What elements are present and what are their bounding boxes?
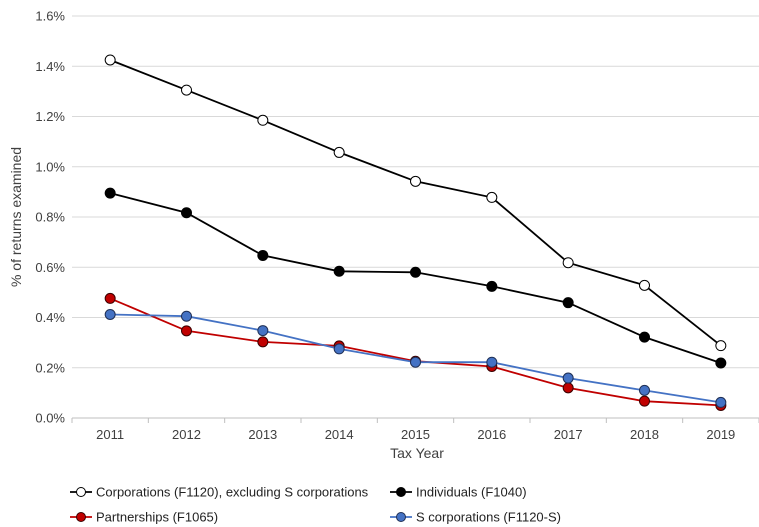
- data-point: [104, 292, 116, 304]
- data-point: [562, 372, 574, 384]
- data-point: [562, 257, 574, 269]
- y-tick-label: 0.0%: [35, 411, 65, 426]
- series-layer: [104, 54, 727, 411]
- data-point: [410, 266, 421, 278]
- data-point: [410, 356, 421, 368]
- data-point: [562, 297, 574, 309]
- data-point: [715, 340, 727, 352]
- series-line: [109, 59, 722, 347]
- legend-item: Corporations (F1120), excluding S corpor…: [70, 485, 369, 500]
- series-line: [109, 192, 722, 364]
- series-line: [109, 297, 721, 407]
- x-axis-title: Tax Year: [390, 445, 444, 461]
- data-point: [333, 343, 345, 355]
- x-axis-ticks: 2011 2012 2013 2014 2015 2016 2017 2018 2019: [71, 418, 759, 442]
- legend-label: Partnerships (F1065): [96, 510, 218, 525]
- legend-marker: [396, 512, 406, 522]
- data-point: [486, 280, 498, 292]
- legend-marker: [396, 487, 406, 497]
- legend-marker: [76, 487, 86, 497]
- x-tick-label: 2011: [96, 427, 124, 442]
- data-point: [181, 310, 192, 322]
- x-tick-label: 2014: [325, 427, 354, 442]
- series-3: [104, 292, 727, 411]
- data-point: [104, 54, 116, 66]
- data-point: [639, 331, 650, 343]
- y-tick-label: 0.8%: [35, 210, 65, 225]
- legend-marker: [76, 512, 86, 522]
- legend-item: Individuals (F1040): [390, 485, 527, 500]
- data-point: [486, 356, 498, 368]
- series-4: [104, 308, 727, 408]
- data-point: [639, 279, 650, 291]
- data-point: [181, 325, 192, 337]
- data-point: [715, 396, 727, 408]
- data-point: [181, 84, 192, 96]
- data-point: [333, 265, 345, 277]
- series-2: [104, 187, 727, 369]
- x-tick-label: 2012: [172, 427, 201, 442]
- data-point: [639, 384, 650, 396]
- series-1: [104, 54, 727, 352]
- data-point: [257, 325, 269, 337]
- data-point: [257, 336, 269, 348]
- data-point: [562, 382, 574, 394]
- legend-item: Partnerships (F1065): [70, 510, 218, 525]
- y-tick-label: 1.4%: [35, 59, 65, 74]
- data-point: [333, 146, 345, 158]
- data-point: [639, 395, 650, 407]
- data-point: [715, 357, 727, 369]
- x-tick-label: 2016: [477, 427, 506, 442]
- data-point: [486, 191, 498, 203]
- data-point: [410, 175, 421, 187]
- legend-label: Individuals (F1040): [416, 485, 527, 500]
- y-tick-label: 0.4%: [35, 310, 65, 325]
- y-tick-label: 1.6%: [35, 9, 65, 24]
- y-axis-ticks: 0.0% 0.2% 0.4% 0.6% 0.8% 1.0% 1.2% 1.4% 1.6%: [35, 9, 65, 426]
- x-tick-label: 2018: [630, 427, 659, 442]
- y-tick-label: 1.2%: [35, 109, 65, 124]
- data-point: [104, 308, 116, 320]
- y-tick-label: 0.6%: [35, 260, 65, 275]
- legend-label: S corporations (F1120-S): [416, 510, 561, 525]
- y-tick-label: 0.2%: [35, 360, 65, 375]
- x-tick-label: 2019: [706, 427, 735, 442]
- legend-label: Corporations (F1120), excluding S corpor…: [96, 485, 369, 500]
- legend-item: S corporations (F1120-S): [390, 510, 561, 525]
- data-point: [181, 207, 192, 219]
- y-axis-title: % of returns examined: [8, 147, 24, 287]
- y-tick-label: 1.0%: [35, 159, 65, 174]
- x-tick-label: 2015: [401, 427, 430, 442]
- data-point: [257, 114, 269, 126]
- legend: Corporations (F1120), excluding S corpor…: [70, 485, 561, 525]
- x-tick-label: 2017: [554, 427, 583, 442]
- data-point: [104, 187, 116, 199]
- data-point: [257, 249, 269, 261]
- x-tick-label: 2013: [248, 427, 277, 442]
